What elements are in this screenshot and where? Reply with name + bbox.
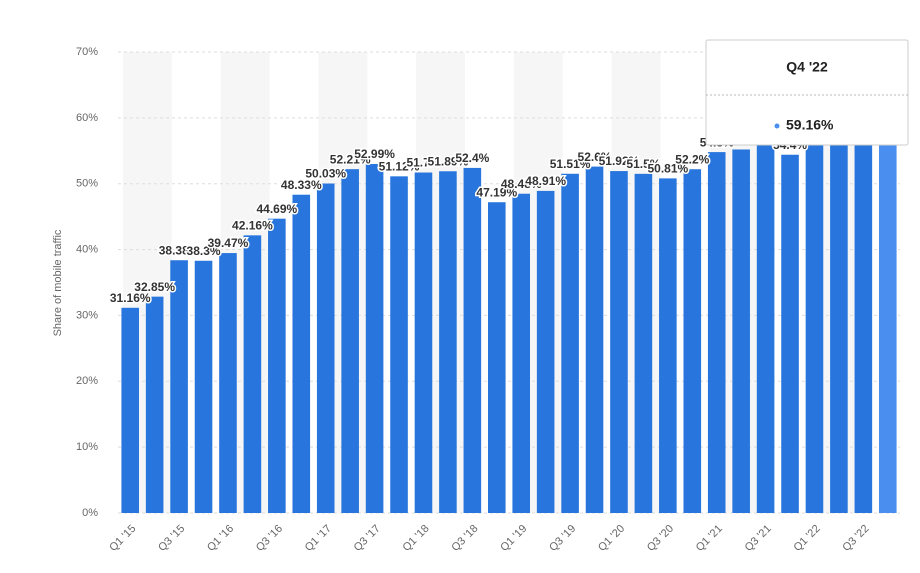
x-tick-label: Q3 '18: [449, 523, 480, 554]
bar: [512, 193, 531, 513]
bar: [756, 144, 775, 513]
value-label: 39.47%: [208, 236, 249, 250]
bar: [341, 169, 359, 513]
tooltip: Q4 '22 59.16%: [705, 39, 909, 146]
y-tick-label: 60%: [76, 112, 98, 124]
bar: [732, 149, 750, 513]
bar: [439, 171, 457, 514]
tooltip-box: [705, 39, 909, 146]
bar: [830, 124, 848, 513]
x-tick-label: Q3 '16: [254, 523, 285, 554]
y-axis-label: Share of mobile traffic: [52, 229, 64, 336]
value-label: 32.85%: [134, 280, 175, 294]
x-tick-label: Q1 '20: [596, 523, 627, 554]
value-label: 47.19%: [476, 185, 517, 199]
value-label: 38.3%: [187, 244, 221, 258]
bar: [585, 166, 604, 513]
value-label: 48.33%: [281, 178, 322, 192]
value-label: 51.5%: [626, 157, 660, 171]
x-tick-label: Q3 '17: [352, 523, 383, 554]
bar: [219, 253, 237, 513]
bar: [268, 218, 286, 513]
value-label: 52.99%: [354, 147, 395, 161]
bar: [145, 296, 164, 513]
bar: [854, 124, 873, 513]
bar: [365, 164, 384, 513]
tooltip-bullet: [774, 123, 780, 129]
x-tick-label: Q3 '19: [547, 523, 578, 554]
bar: [414, 172, 433, 514]
x-tick-label: Q1 '22: [791, 523, 822, 554]
bar: [487, 202, 506, 513]
value-label: 51.12%: [379, 160, 420, 174]
x-tick-label: Q1 '21: [694, 523, 725, 554]
y-tick-label: 30%: [76, 309, 98, 321]
tooltip-title: Q4 '22: [786, 59, 828, 75]
y-tick-label: 70%: [76, 46, 98, 58]
bar: [194, 260, 213, 513]
x-tick-label: Q3 '21: [743, 523, 774, 554]
x-tick-label: Q3 '15: [156, 523, 187, 554]
x-tick-label: Q1 '17: [303, 523, 334, 554]
x-tick-label: Q3 '22: [840, 523, 871, 554]
bar: [121, 307, 140, 513]
y-tick-label: 40%: [76, 243, 98, 255]
bar: [659, 178, 677, 513]
x-tick-label: Q1 '18: [400, 523, 431, 554]
x-tick-label: Q3 '20: [645, 523, 676, 554]
value-label: 31.16%: [110, 291, 151, 305]
value-label: 50.03%: [305, 167, 346, 181]
x-tick-label: Q1 '15: [107, 523, 138, 554]
y-tick-label: 50%: [76, 178, 98, 190]
y-tick-label: 10%: [76, 441, 98, 453]
y-tick-label: 0%: [82, 507, 98, 519]
x-tick-label: Q1 '16: [205, 523, 236, 554]
value-label: 52.4%: [455, 151, 489, 165]
bar: [707, 152, 726, 514]
bar: [170, 260, 188, 513]
bar: [463, 167, 482, 513]
bar: [634, 173, 653, 514]
value-label: 38.38%: [159, 243, 200, 257]
bar: [316, 183, 335, 513]
value-label: 52.2%: [675, 152, 709, 166]
bar: [561, 173, 579, 514]
value-label: 48.91%: [525, 174, 566, 188]
bar: [610, 171, 628, 514]
value-label: 51.51%: [550, 157, 591, 171]
bar: [292, 194, 311, 513]
bar: [536, 190, 555, 514]
tooltip-value: 59.16%: [786, 117, 834, 133]
value-label: 51.7%: [406, 156, 440, 170]
y-tick-label: 20%: [76, 375, 98, 387]
bar: [243, 235, 262, 513]
value-label: 44.69%: [256, 202, 297, 216]
value-label: 52.6%: [578, 150, 612, 164]
value-label: 48.48%: [501, 177, 542, 191]
value-label: 52.21%: [330, 152, 371, 166]
value-label: 51.89%: [428, 154, 469, 168]
value-label: 51.92%: [599, 154, 640, 168]
bar: [878, 123, 897, 513]
bar: [781, 154, 799, 514]
bar: [683, 169, 702, 513]
bar: [390, 176, 408, 513]
x-tick-label: Q1 '19: [498, 523, 529, 554]
bar: [805, 128, 824, 513]
value-label: 50.81%: [647, 162, 688, 176]
value-label: 42.16%: [232, 219, 273, 233]
